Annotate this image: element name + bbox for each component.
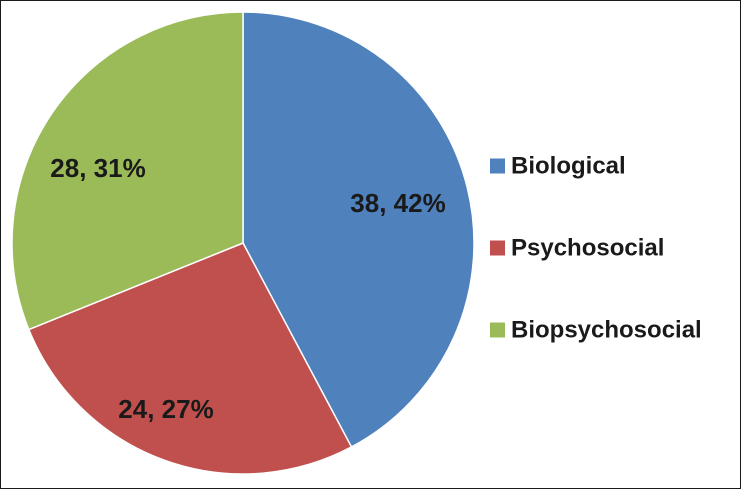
data-label-biological: 38, 42%	[350, 188, 445, 218]
legend-swatch-psychosocial	[490, 240, 505, 256]
data-label-psychosocial: 24, 27%	[118, 394, 213, 424]
legend-label-biopsychosocial: Biopsychosocial	[511, 317, 702, 344]
legend-swatch-biological	[490, 158, 505, 174]
pie-slice-biological	[242, 11, 475, 448]
pie-slice-psychosocial	[27, 242, 353, 475]
legend-swatch-biopsychosocial	[490, 322, 505, 338]
legend-item-biological: Biological	[490, 153, 626, 180]
pie-slices	[11, 11, 475, 475]
legend-label-psychosocial: Psychosocial	[511, 235, 664, 262]
pie-slice-biopsychosocial	[11, 11, 244, 331]
pie-data-labels: 38, 42% 24, 27% 28, 31%	[50, 153, 445, 424]
legend: Biological Psychosocial Biopsychosocial	[490, 153, 702, 344]
data-label-biopsychosocial: 28, 31%	[50, 153, 145, 183]
legend-label-biological: Biological	[511, 153, 626, 180]
legend-item-biopsychosocial: Biopsychosocial	[490, 317, 702, 344]
legend-item-psychosocial: Psychosocial	[490, 235, 664, 262]
